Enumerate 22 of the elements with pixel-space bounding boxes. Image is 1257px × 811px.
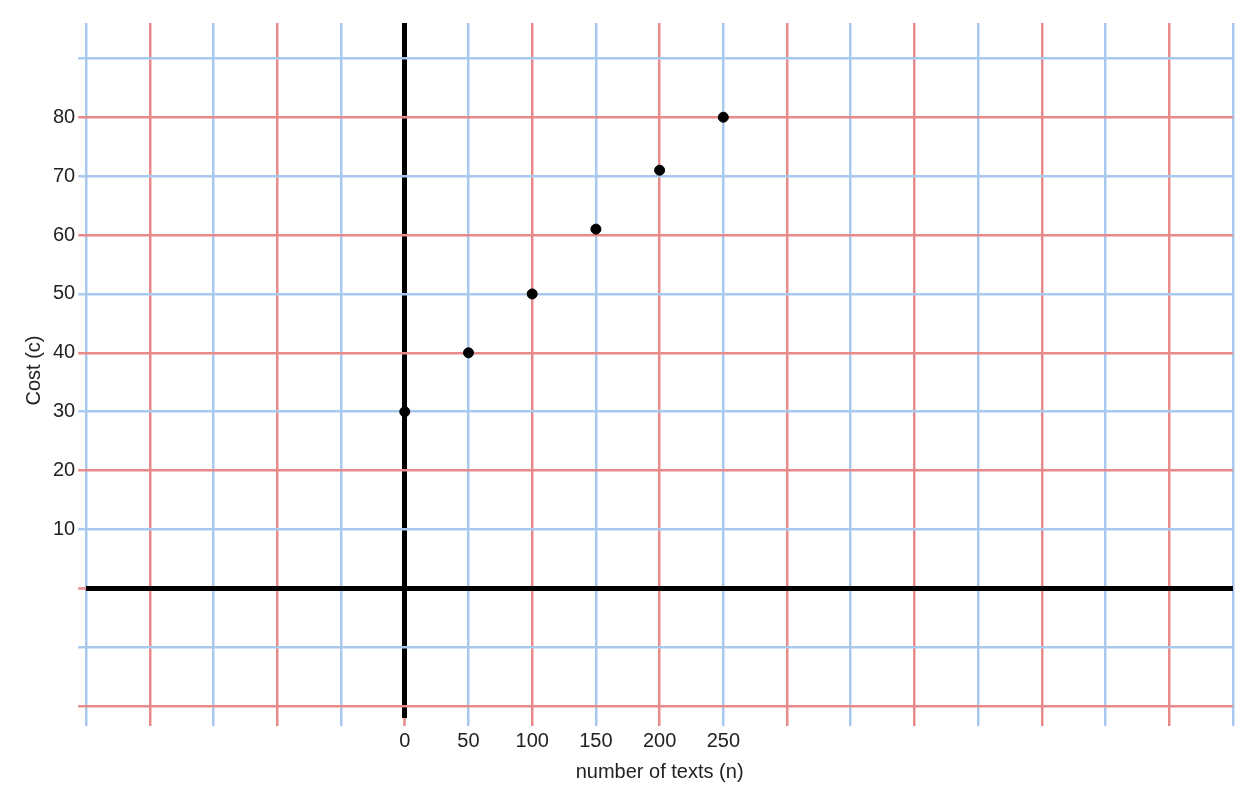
x-tick-label: 0 <box>399 728 411 751</box>
x-tick-label: 100 <box>515 728 549 751</box>
point <box>654 164 666 176</box>
point <box>463 347 474 359</box>
point <box>526 288 538 300</box>
x-tick-label: 150 <box>579 728 613 751</box>
y-tick-label: 40 <box>53 340 76 363</box>
y-tick-label: 50 <box>53 281 76 304</box>
x-axis-title: number of texts (n) <box>575 759 744 782</box>
y-tick-label: 30 <box>53 399 76 422</box>
y-axis-title: Cost (c) <box>21 335 44 406</box>
y-tick-label: 10 <box>53 517 76 540</box>
x-tick-label: 250 <box>706 728 741 751</box>
y-tick-label: 20 <box>53 458 76 481</box>
point <box>717 111 729 123</box>
x-tick-label: 200 <box>642 728 677 751</box>
point <box>590 223 602 235</box>
y-tick-label: 60 <box>53 222 76 245</box>
point <box>399 406 411 418</box>
y-tick-label: 70 <box>53 163 76 186</box>
x-tick-label: 50 <box>457 728 480 751</box>
y-tick-label: 80 <box>53 104 76 127</box>
